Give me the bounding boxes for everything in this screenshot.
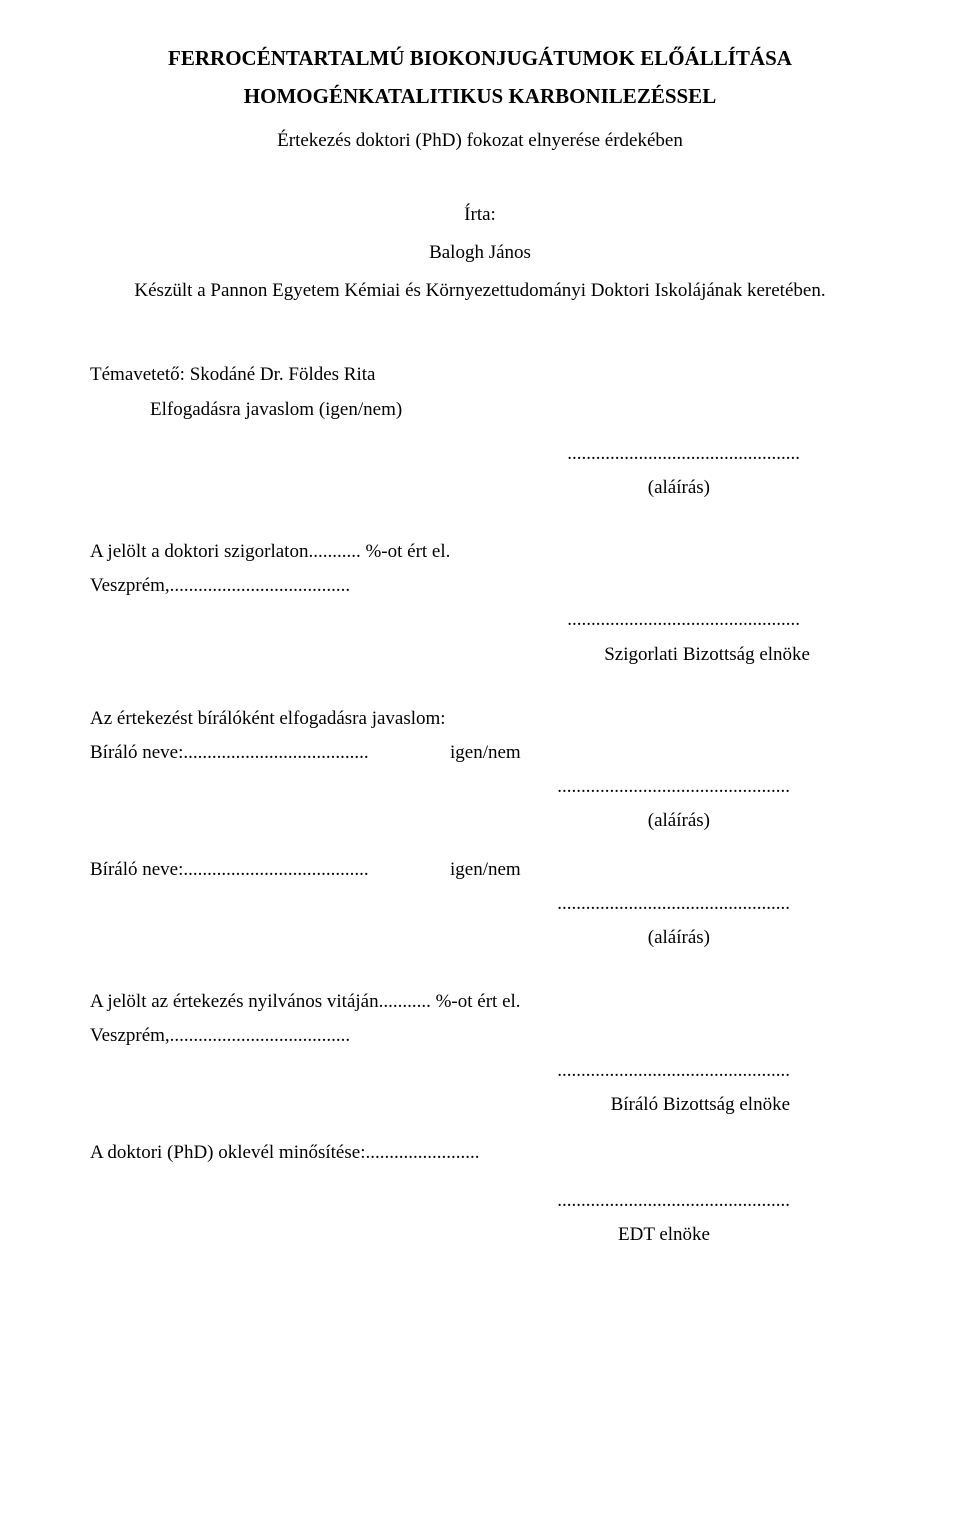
signature-label-1: (aláírás) <box>90 471 870 505</box>
exam-committee-label: Szigorlati Bizottság elnöke <box>90 638 870 672</box>
signature-dots-1: ........................................… <box>90 437 870 471</box>
reviewer-decision-2: igen/nem <box>450 853 870 887</box>
defense-result-line: A jelölt az értekezés nyilvános vitáján.… <box>90 985 870 1019</box>
signature-dots-5: ........................................… <box>90 1054 870 1088</box>
reviewer-name-2: Bíráló neve:............................… <box>90 853 450 887</box>
title-line-1: FERROCÉNTARTALMÚ BIOKONJUGÁTUMOK ELŐÁLLÍ… <box>90 40 870 78</box>
signature-dots-6: ........................................… <box>90 1184 870 1218</box>
signature-label-3: (aláírás) <box>90 921 870 955</box>
reviewer-intro: Az értekezést bírálóként elfogadásra jav… <box>90 702 870 736</box>
signature-dots-4: ........................................… <box>90 887 870 921</box>
supervisor-line: Témavetető: Skodáné Dr. Földes Rita <box>90 358 870 392</box>
exam-result-line: A jelölt a doktori szigorlaton..........… <box>90 535 870 569</box>
review-committee-label: Bíráló Bizottság elnöke <box>90 1088 870 1122</box>
signature-dots-3: ........................................… <box>90 770 870 804</box>
subtitle: Értekezés doktori (PhD) fokozat elnyerés… <box>90 124 870 158</box>
veszprem-line-1: Veszprém,...............................… <box>90 569 870 603</box>
author-label: Írta: <box>90 198 870 232</box>
edt-label: EDT elnöke <box>90 1218 870 1252</box>
author-name: Balogh János <box>90 236 870 270</box>
signature-label-2: (aláírás) <box>90 804 870 838</box>
reviewer-name-1: Bíráló neve:............................… <box>90 736 450 770</box>
reviewer-decision-1: igen/nem <box>450 736 870 770</box>
signature-dots-2: ........................................… <box>90 603 870 637</box>
acceptance-line: Elfogadásra javaslom (igen/nem) <box>90 393 870 427</box>
veszprem-line-2: Veszprém,...............................… <box>90 1019 870 1053</box>
diploma-grade-line: A doktori (PhD) oklevél minősítése:.....… <box>90 1136 870 1170</box>
title-line-2: HOMOGÉNKATALITIKUS KARBONILEZÉSSEL <box>90 78 870 116</box>
institution-line: Készült a Pannon Egyetem Kémiai és Körny… <box>90 274 870 308</box>
